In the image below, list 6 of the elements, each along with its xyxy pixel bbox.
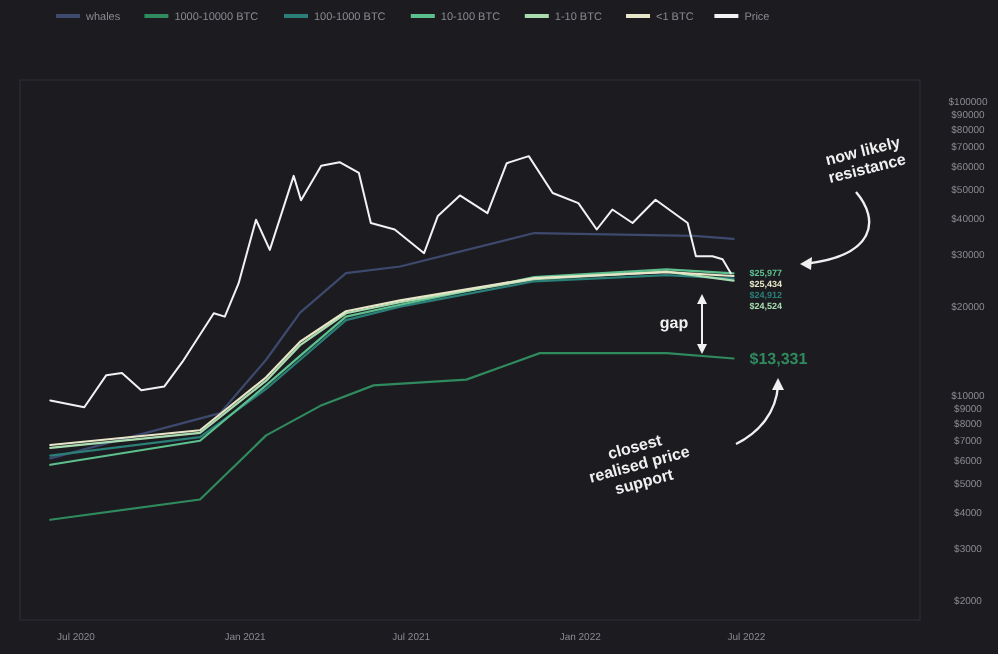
annotation: gap [659, 314, 689, 332]
line-series [49, 352, 735, 521]
line-series [49, 155, 732, 409]
annotation: $13,331 [749, 350, 809, 369]
annotation: closest realised price support [587, 431, 693, 499]
annotation: now likely resistance [823, 132, 909, 187]
